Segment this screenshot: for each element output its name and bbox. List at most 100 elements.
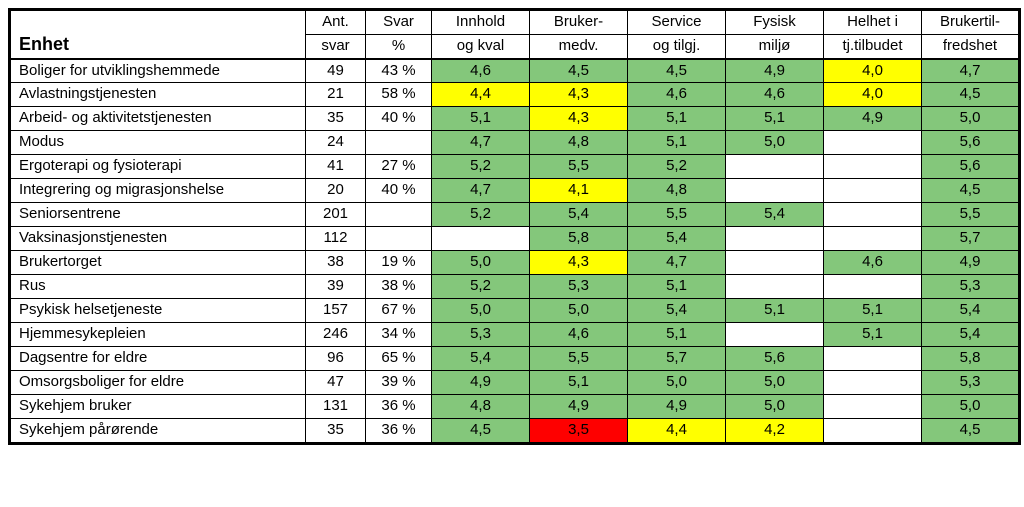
table-row: Hjemmesykepleien24634 %5,34,65,15,15,4	[10, 323, 1020, 347]
cell-enhet: Dagsentre for eldre	[10, 347, 306, 371]
cell-svar-pct: 43 %	[366, 59, 432, 83]
metric-cell: 5,1	[628, 107, 726, 131]
header-m2-l2: og tilgj.	[628, 34, 726, 58]
cell-enhet: Omsorgsboliger for eldre	[10, 371, 306, 395]
metric-cell	[824, 371, 922, 395]
table-row: Psykisk helsetjeneste15767 %5,05,05,45,1…	[10, 299, 1020, 323]
metric-cell	[824, 131, 922, 155]
metric-cell	[824, 395, 922, 419]
header-m1-l1: Bruker-	[530, 10, 628, 35]
metric-cell: 4,5	[432, 419, 530, 444]
metric-cell: 4,6	[432, 59, 530, 83]
metric-cell: 4,3	[530, 83, 628, 107]
cell-ant-svar: 24	[306, 131, 366, 155]
cell-svar-pct: 34 %	[366, 323, 432, 347]
metric-cell	[824, 419, 922, 444]
cell-ant-svar: 49	[306, 59, 366, 83]
metric-cell	[824, 203, 922, 227]
metric-cell: 5,0	[432, 299, 530, 323]
table-row: Boliger for utviklingshemmede4943 %4,6 4,…	[10, 59, 1020, 83]
cell-enhet: Avlastningstjenesten	[10, 83, 306, 107]
metric-cell: 5,0	[922, 107, 1020, 131]
header-m2-l1: Service	[628, 10, 726, 35]
metric-cell: 5,4	[628, 299, 726, 323]
cell-enhet: Boliger for utviklingshemmede	[10, 59, 306, 83]
metric-cell: 4,8	[432, 395, 530, 419]
metric-cell: 5,1	[628, 131, 726, 155]
header-enhet: Enhet	[10, 10, 306, 59]
cell-ant-svar: 157	[306, 299, 366, 323]
metric-cell: 5,0	[726, 395, 824, 419]
table-row: Dagsentre for eldre9665 %5,45,55,75,65,8	[10, 347, 1020, 371]
metric-cell	[432, 227, 530, 251]
metric-cell: 5,0	[628, 371, 726, 395]
metric-cell: 5,6	[726, 347, 824, 371]
cell-ant-svar: 39	[306, 275, 366, 299]
metric-cell: 5,8	[530, 227, 628, 251]
metric-cell: 4,5	[628, 59, 726, 83]
header-m5-l1: Brukertil-	[922, 10, 1020, 35]
metric-cell: 5,0	[922, 395, 1020, 419]
metric-cell	[824, 275, 922, 299]
header-m3-l1: Fysisk	[726, 10, 824, 35]
metric-cell: 5,3	[922, 371, 1020, 395]
metric-cell: 5,1	[726, 299, 824, 323]
metric-cell: 4,2	[726, 419, 824, 444]
metric-cell: 5,1	[824, 299, 922, 323]
metric-cell: 5,0	[726, 131, 824, 155]
metric-cell	[726, 275, 824, 299]
metric-cell: 4,5	[922, 83, 1020, 107]
cell-ant-svar: 96	[306, 347, 366, 371]
metric-cell: 4,6	[726, 83, 824, 107]
table-row: Modus244,74,85,15,05,6	[10, 131, 1020, 155]
header-m3-l2: miljø	[726, 34, 824, 58]
cell-enhet: Hjemmesykepleien	[10, 323, 306, 347]
metric-cell: 4,4	[432, 83, 530, 107]
metric-cell: 5,6	[922, 155, 1020, 179]
header-ant-l1: Ant.	[306, 10, 366, 35]
metric-cell: 5,4	[530, 203, 628, 227]
metric-cell: 4,1	[530, 179, 628, 203]
metric-cell: 5,3	[922, 275, 1020, 299]
header-ant-l2: svar	[306, 34, 366, 58]
header-svar-l1: Svar	[366, 10, 432, 35]
table-row: Seniorsentrene2015,25,45,55,45,5	[10, 203, 1020, 227]
cell-svar-pct: 65 %	[366, 347, 432, 371]
metric-cell	[824, 347, 922, 371]
header-m5-l2: fredshet	[922, 34, 1020, 58]
header-svar-l2: %	[366, 34, 432, 58]
table-row: Integrering og migrasjonshelse2040 %4,74…	[10, 179, 1020, 203]
table-row: Arbeid- og aktivitetstjenesten3540 %5,14…	[10, 107, 1020, 131]
metric-cell: 5,4	[432, 347, 530, 371]
cell-svar-pct: 40 %	[366, 107, 432, 131]
table-header: Enhet Ant. Svar Innhold Bruker- Service …	[10, 10, 1020, 59]
header-m1-l2: medv.	[530, 34, 628, 58]
cell-enhet: Ergoterapi og fysioterapi	[10, 155, 306, 179]
metric-cell: 4,9	[628, 395, 726, 419]
metric-cell: 5,1	[726, 107, 824, 131]
metric-cell	[824, 155, 922, 179]
metric-cell: 4,9	[824, 107, 922, 131]
metric-cell: 4,0	[824, 83, 922, 107]
metric-cell: 4,8	[628, 179, 726, 203]
table-row: Vaksinasjonstjenesten1125,85,45,7	[10, 227, 1020, 251]
metric-cell	[726, 323, 824, 347]
metric-cell: 4,7	[432, 131, 530, 155]
table-row: Ergoterapi og fysioterapi4127 %5,25,55,2…	[10, 155, 1020, 179]
cell-svar-pct: 38 %	[366, 275, 432, 299]
metric-cell: 4,3	[530, 107, 628, 131]
metric-cell: 5,2	[628, 155, 726, 179]
metric-cell: 4,3	[530, 251, 628, 275]
metric-cell: 5,5	[628, 203, 726, 227]
metric-cell	[726, 155, 824, 179]
metric-cell: 5,5	[530, 347, 628, 371]
cell-svar-pct	[366, 131, 432, 155]
cell-svar-pct	[366, 227, 432, 251]
metric-cell: 5,6	[922, 131, 1020, 155]
cell-ant-svar: 201	[306, 203, 366, 227]
metric-cell: 5,3	[432, 323, 530, 347]
metric-cell: 5,1	[432, 107, 530, 131]
cell-svar-pct: 58 %	[366, 83, 432, 107]
cell-enhet: Integrering og migrasjonshelse	[10, 179, 306, 203]
metric-cell: 5,1	[530, 371, 628, 395]
